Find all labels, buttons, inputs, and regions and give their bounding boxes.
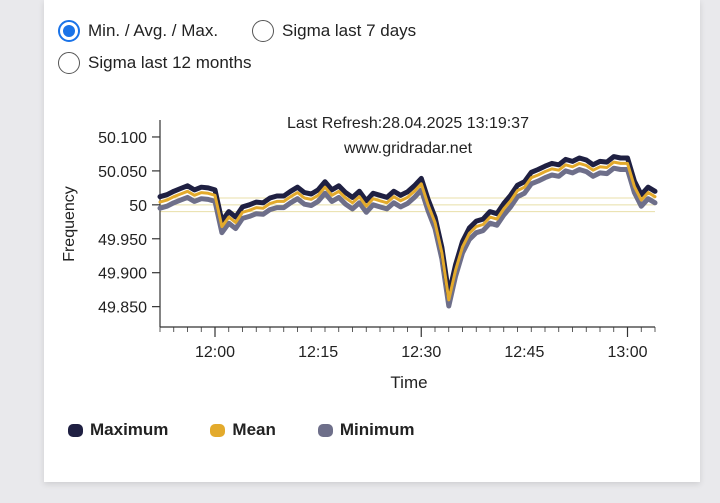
radio-label: Sigma last 7 days xyxy=(282,21,417,40)
radio-sigma-12-months[interactable]: Sigma last 12 months xyxy=(58,52,251,74)
x-tick-label: 12:00 xyxy=(195,344,235,361)
x-axis: 12:00 12:15 12:30 12:45 13:00 xyxy=(159,326,656,361)
y-tick-label: 49.950 xyxy=(98,232,147,249)
series-line-mean xyxy=(158,160,657,302)
legend-label: Mean xyxy=(232,420,276,439)
legend-swatch-minimum xyxy=(317,423,333,437)
legend-swatch-mean xyxy=(210,423,226,437)
y-axis: 50.100 50.050 50 49.950 49.900 49.850 xyxy=(98,120,161,327)
legend-item-maximum[interactable]: Maximum xyxy=(68,420,168,440)
chart-subtitle: www.gridradar.net xyxy=(343,140,473,157)
radio-button[interactable] xyxy=(252,20,274,42)
radio-label: Min. / Avg. / Max. xyxy=(88,21,219,40)
radio-button-selected[interactable] xyxy=(58,20,80,42)
radio-label: Sigma last 12 months xyxy=(88,53,252,72)
x-tick-label: 12:30 xyxy=(401,344,441,361)
series-lines xyxy=(157,154,658,309)
chart-legend: Maximum Mean Minimum xyxy=(68,420,415,440)
legend-label: Minimum xyxy=(339,420,415,439)
y-tick-label: 49.850 xyxy=(98,300,147,317)
y-tick-label: 50.100 xyxy=(98,130,147,147)
legend-item-minimum[interactable]: Minimum xyxy=(317,420,415,440)
radio-sigma-7-days[interactable]: Sigma last 7 days xyxy=(252,20,416,42)
radio-min-avg-max[interactable]: Min. / Avg. / Max. xyxy=(58,20,218,42)
legend-item-mean[interactable]: Mean xyxy=(210,420,276,440)
x-tick-label: 13:00 xyxy=(607,344,647,361)
x-tick-label: 12:45 xyxy=(504,344,544,361)
chart-title: Last Refresh:28.04.2025 13:19:37 xyxy=(287,115,529,132)
legend-swatch-maximum xyxy=(68,423,83,437)
y-tick-label: 50.050 xyxy=(98,164,147,181)
legend-label: Maximum xyxy=(90,420,169,439)
x-axis-label: Time xyxy=(390,373,427,392)
radio-button[interactable] xyxy=(58,52,80,74)
x-tick-label: 12:15 xyxy=(298,344,338,361)
y-tick-label: 49.900 xyxy=(98,266,147,283)
chart-card xyxy=(44,0,700,482)
y-tick-label: 50 xyxy=(129,198,147,215)
y-axis-label: Frequency xyxy=(61,186,78,262)
